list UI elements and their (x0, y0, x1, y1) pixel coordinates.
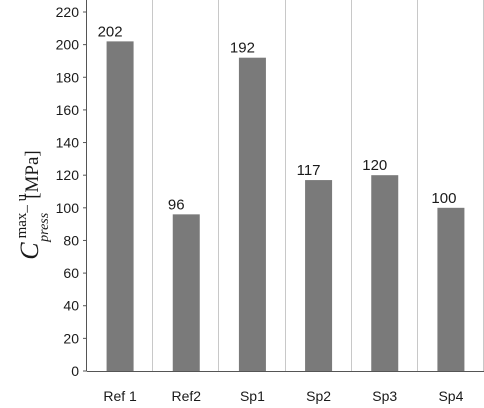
bar (371, 175, 399, 371)
data-label: 96 (168, 196, 185, 213)
y-tick-label: 200 (56, 37, 80, 53)
data-label: 192 (230, 40, 255, 57)
bar (106, 41, 134, 371)
data-label: 120 (362, 157, 387, 174)
x-tick-label: Sp2 (306, 388, 331, 404)
y-tick-label: 180 (56, 69, 80, 85)
x-tick-label: Sp1 (240, 388, 265, 404)
bars (106, 41, 465, 371)
y-tick-label: 160 (56, 102, 80, 118)
x-tick-labels: Ref 1 Ref2 Sp1 Sp2 Sp3 Sp4 (103, 388, 463, 404)
y-tick-label: 40 (63, 298, 79, 314)
x-tick-label: Ref 1 (103, 388, 137, 404)
y-tick-labels: 0 20 40 60 80 100 120 140 160 180 200 220 (56, 4, 80, 379)
bar (437, 207, 465, 371)
bar (238, 57, 266, 371)
y-tick-label: 60 (63, 265, 79, 281)
x-tick-label: Ref2 (171, 388, 201, 404)
y-tick-label: 140 (56, 135, 80, 151)
y-axis-subscript: press (37, 212, 52, 243)
data-label: 117 (297, 162, 321, 179)
y-axis-label: C max_ u press [MPa] (13, 150, 52, 260)
x-tick-label: Sp4 (438, 388, 463, 404)
y-axis-symbol: C (15, 242, 44, 260)
y-axis-superscript: max_ u (14, 193, 30, 238)
svg-text:C max_ u press: C max_ u press [MPa] (13, 150, 52, 260)
data-label: 100 (431, 190, 456, 207)
y-tick-label: 120 (56, 167, 80, 183)
y-tick-label: 0 (71, 363, 79, 379)
y-axis-unit: [MPa] (22, 150, 43, 199)
data-label: 202 (98, 23, 123, 40)
y-tick-label: 80 (63, 232, 79, 248)
x-tick-label: Sp3 (372, 388, 397, 404)
y-tick-label: 20 (63, 330, 79, 346)
bar (305, 180, 333, 371)
y-tick-label: 100 (56, 200, 80, 216)
axes (83, 0, 484, 372)
bar (172, 214, 200, 371)
y-tick-label: 220 (56, 4, 80, 20)
data-labels: 202 96 192 117 120 100 (98, 23, 457, 213)
